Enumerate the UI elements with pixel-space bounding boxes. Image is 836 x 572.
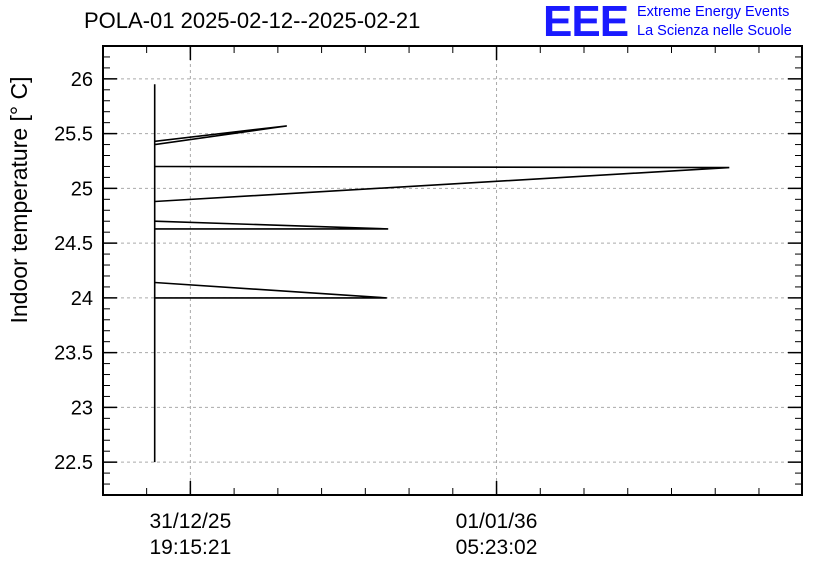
tick-marks — [103, 46, 802, 495]
y-tick-label: 24 — [71, 288, 93, 310]
series-line — [154, 165, 730, 203]
logo-caption-line1: Extreme Energy Events — [637, 4, 790, 20]
y-axis-label: Indoor temperature [° C] — [6, 76, 32, 324]
x-tick-label: 31/12/25 19:15:21 — [120, 509, 260, 561]
grid-lines — [103, 46, 802, 495]
y-tick-labels: 22.5 23 23.5 24 24.5 25 25.5 26 — [54, 69, 93, 474]
y-tick-label: 23.5 — [54, 343, 93, 365]
data-series — [153, 84, 730, 463]
plot-frame — [102, 45, 803, 496]
y-tick-label: 24.5 — [54, 233, 93, 255]
y-tick-label: 25.5 — [54, 124, 93, 146]
x-tick-time: 19:15:21 — [149, 536, 232, 559]
y-tick-label: 25 — [71, 178, 93, 200]
x-tick-date: 31/12/25 — [149, 510, 232, 533]
y-tick-label: 23 — [71, 397, 93, 419]
x-tick-date: 01/01/36 — [455, 510, 538, 533]
y-tick-label: 26 — [71, 69, 93, 91]
chart-title: POLA-01 2025-02-12--2025-02-21 — [84, 8, 421, 33]
x-tick-label: 01/01/36 05:23:02 — [427, 509, 567, 561]
eee-logo: EEE — [543, 0, 629, 46]
logo-caption-line2: La Scienza nelle Scuole — [637, 23, 792, 39]
y-tick-label: 22.5 — [54, 452, 93, 474]
logo-caption: Extreme Energy Events La Scienza nelle S… — [637, 3, 792, 41]
series-line — [154, 281, 387, 299]
series-line — [153, 84, 287, 463]
series-line — [154, 220, 389, 230]
x-tick-time: 05:23:02 — [455, 536, 538, 559]
